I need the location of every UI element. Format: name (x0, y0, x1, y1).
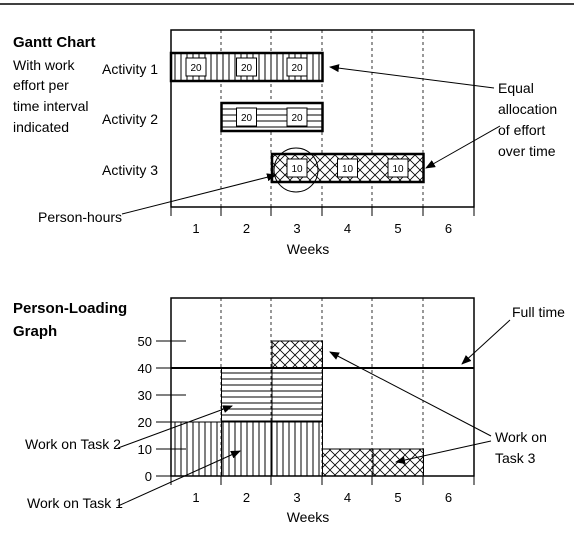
loading-bars (170, 340, 424, 477)
full-time-label: Full time (512, 304, 565, 320)
task-2-label: Work on Task 2 (25, 436, 121, 452)
activity-1-hours-box (236, 57, 257, 77)
activity-1-hours-value: 20 (291, 63, 303, 74)
y-tick-label: 10 (138, 442, 152, 457)
week-tick-label: 1 (192, 221, 199, 236)
activity-3-hours-value: 10 (291, 164, 303, 175)
gantt-x-ticks (170, 207, 475, 216)
gantt-subtitle-line-4: indicated (13, 119, 69, 135)
loading-bar-task-1 (221, 421, 273, 477)
week-tick-label: 1 (192, 490, 199, 505)
loading-x-ticks (170, 476, 475, 485)
loading-y-ticks: 0 10 20 30 40 50 (138, 334, 186, 484)
person-hours-label: Person-hours (38, 209, 122, 225)
activity-3-hours-box (286, 158, 308, 178)
loading-bar-task-2 (271, 367, 323, 423)
loading-bar-task-3 (271, 340, 323, 369)
activity-1-hours-value: 20 (241, 63, 253, 74)
task-1-label: Work on Task 1 (27, 495, 123, 511)
gantt-week-labels: 1 2 3 4 5 6 (192, 221, 452, 236)
loading-bar-task-2 (221, 367, 273, 423)
activity-2-hours-value: 20 (241, 113, 253, 124)
activity-3-label: Activity 3 (102, 162, 158, 178)
week-tick-label: 5 (394, 490, 401, 505)
loading-week-labels: 1 2 3 4 5 6 (192, 490, 452, 505)
task-1-arrow (117, 450, 241, 507)
loading-bar-task-3 (322, 448, 374, 477)
week-tick-label: 2 (243, 221, 250, 236)
activity-2-hours-box (286, 107, 308, 127)
y-tick-label: 0 (145, 469, 152, 484)
task-3-arrow-2 (395, 440, 492, 464)
y-tick-label: 20 (138, 415, 152, 430)
gantt-plot: 20 20 20 20 20 10 10 10 1 2 3 4 5 6 (169, 29, 475, 236)
loading-plot: 0 10 20 30 40 50 1 2 3 4 5 6 (138, 297, 475, 505)
equal-allocation-line-1: Equal (498, 80, 534, 96)
week-tick-label: 3 (293, 221, 300, 236)
week-tick-label: 5 (394, 221, 401, 236)
week-tick-label: 4 (344, 221, 351, 236)
week-tick-label: 4 (344, 490, 351, 505)
activity-1-label: Activity 1 (102, 61, 158, 77)
loading-xlabel: Weeks (287, 509, 330, 525)
loading-title-line-2: Graph (13, 323, 57, 340)
gantt-title: Gantt Chart (13, 34, 96, 51)
task-3-label-line-1: Work on (495, 429, 547, 445)
equal-allocation-line-2: allocation (498, 101, 557, 117)
task-3-label-line-2: Task 3 (495, 450, 536, 466)
activity-1-hours-value: 20 (190, 63, 202, 74)
activity-3-hours-value: 10 (392, 164, 404, 175)
activity-2-hours-box (236, 107, 257, 127)
activity-3-hours-box (387, 158, 409, 178)
gantt-subtitle-line-1: With work (13, 57, 75, 73)
activity-3-hours-box (337, 158, 358, 178)
full-time-arrow (461, 319, 511, 365)
activity-1-hours-box (286, 57, 308, 77)
person-hours-circle (273, 147, 319, 193)
equal-allocation-arrow-2 (425, 125, 501, 169)
loading-title-line-1: Person-Loading (13, 300, 127, 317)
equal-allocation-arrow-1 (329, 64, 495, 89)
week-tick-label: 2 (243, 490, 250, 505)
week-tick-label: 6 (445, 221, 452, 236)
gantt-subtitle-line-3: time interval (13, 98, 88, 114)
week-tick-label: 3 (293, 490, 300, 505)
y-tick-label: 30 (138, 388, 152, 403)
gantt-xlabel: Weeks (287, 241, 330, 257)
activity-1-hours-box (185, 57, 207, 77)
task-2-arrow (117, 405, 233, 449)
equal-allocation-line-4: over time (498, 143, 556, 159)
activity-2-label: Activity 2 (102, 111, 158, 127)
y-tick-label: 40 (138, 361, 152, 376)
loading-bar-task-3 (372, 448, 424, 477)
task-3-arrow-1 (329, 351, 492, 437)
person-hours-arrow (121, 173, 277, 215)
activity-2-hours-value: 20 (291, 113, 303, 124)
y-tick-label: 50 (138, 334, 152, 349)
activity-3-hours-value: 10 (342, 164, 354, 175)
equal-allocation-line-3: of effort (498, 122, 545, 138)
gantt-bars: 20 20 20 20 20 10 10 10 (169, 51, 425, 184)
loading-bar-task-1 (271, 421, 323, 477)
week-tick-label: 6 (445, 490, 452, 505)
gantt-subtitle-line-2: effort per (13, 77, 69, 93)
